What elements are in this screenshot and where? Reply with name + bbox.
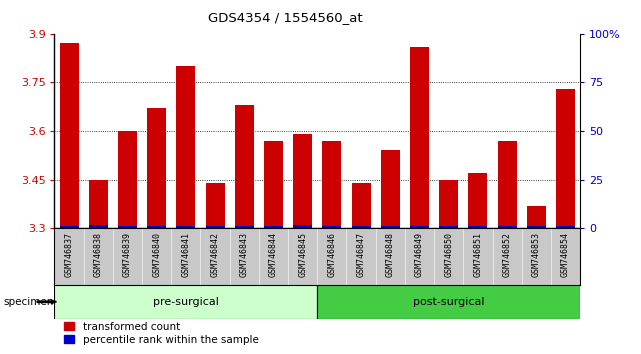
Text: GSM746853: GSM746853: [532, 232, 541, 277]
Bar: [54, 285, 317, 319]
Text: GSM746847: GSM746847: [356, 232, 365, 277]
Text: GSM746848: GSM746848: [386, 232, 395, 277]
Text: GDS4354 / 1554560_at: GDS4354 / 1554560_at: [208, 11, 363, 24]
Bar: [206, 183, 224, 226]
Bar: [527, 206, 545, 226]
Text: GSM746842: GSM746842: [211, 232, 220, 277]
Bar: [235, 226, 254, 228]
Bar: [264, 141, 283, 226]
Bar: [60, 43, 79, 226]
Bar: [118, 226, 137, 228]
Bar: [469, 173, 487, 226]
Text: GSM746845: GSM746845: [298, 232, 307, 277]
Text: GSM746843: GSM746843: [240, 232, 249, 277]
Bar: [322, 141, 342, 226]
Bar: [352, 183, 370, 226]
Text: GSM746854: GSM746854: [561, 232, 570, 277]
Text: GSM746841: GSM746841: [181, 232, 190, 277]
Bar: [293, 225, 312, 228]
Text: GSM746846: GSM746846: [328, 232, 337, 277]
Bar: [381, 150, 400, 226]
Text: pre-surgical: pre-surgical: [153, 297, 219, 307]
Bar: [497, 141, 517, 226]
Bar: [381, 226, 400, 228]
Bar: [469, 226, 487, 228]
Bar: [235, 105, 254, 226]
Bar: [556, 89, 575, 226]
Text: GSM746837: GSM746837: [65, 232, 74, 277]
Bar: [410, 47, 429, 226]
Bar: [439, 226, 458, 228]
Bar: [176, 226, 196, 228]
Text: GSM746838: GSM746838: [94, 232, 103, 277]
Bar: [118, 131, 137, 226]
Bar: [147, 226, 166, 228]
Bar: [176, 66, 196, 226]
Bar: [206, 226, 224, 228]
Bar: [527, 226, 545, 228]
Bar: [556, 226, 575, 228]
Bar: [147, 108, 166, 226]
Text: post-surgical: post-surgical: [413, 297, 485, 307]
Bar: [410, 226, 429, 228]
Bar: [352, 226, 370, 228]
Bar: [317, 285, 580, 319]
Text: GSM746844: GSM746844: [269, 232, 278, 277]
Text: GSM746850: GSM746850: [444, 232, 453, 277]
Bar: [264, 226, 283, 228]
Bar: [497, 226, 517, 228]
Text: specimen: specimen: [3, 297, 54, 307]
Bar: [89, 225, 108, 228]
Bar: [322, 226, 342, 228]
Bar: [439, 179, 458, 226]
Text: GSM746851: GSM746851: [474, 232, 483, 277]
Legend: transformed count, percentile rank within the sample: transformed count, percentile rank withi…: [60, 317, 263, 349]
Text: GSM746849: GSM746849: [415, 232, 424, 277]
Bar: [293, 134, 312, 225]
Text: GSM746840: GSM746840: [152, 232, 161, 277]
Text: GSM746852: GSM746852: [503, 232, 512, 277]
Text: GSM746839: GSM746839: [123, 232, 132, 277]
Bar: [60, 226, 79, 228]
Bar: [89, 179, 108, 225]
